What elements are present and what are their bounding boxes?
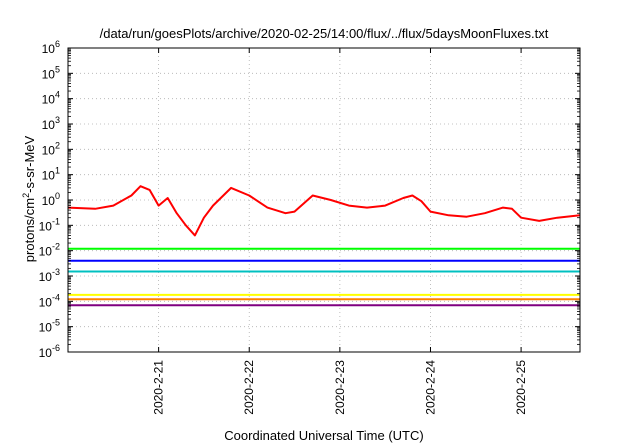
y-tick-label-base: 10: [39, 270, 53, 284]
x-tick-label: 2020-2-25: [514, 360, 528, 415]
y-tick-label-exp: -6: [52, 343, 60, 353]
y-tick-label: 10-5: [39, 318, 60, 335]
y-tick-label-base: 10: [42, 194, 56, 208]
y-tick-label: 104: [42, 90, 60, 107]
y-tick-label: 10-4: [39, 292, 60, 309]
y-tick-label: 101: [42, 166, 60, 183]
y-tick-label-base: 10: [42, 118, 56, 132]
y-tick-label: 10-1: [39, 216, 60, 233]
y-tick-label: 106: [42, 39, 60, 56]
y-axis-label: protons/cm2-s-sr-MeV: [21, 135, 37, 262]
y-tick-label: 10-6: [39, 343, 60, 360]
y-tick-label-exp: -4: [52, 292, 60, 302]
y-tick-label-base: 10: [42, 42, 56, 56]
x-tick-label: 2020-2-21: [152, 360, 166, 415]
y-tick-label-exp: 2: [55, 140, 60, 150]
y-tick-label-base: 10: [42, 143, 56, 157]
y-tick-label-base: 10: [39, 321, 53, 335]
x-axis: 2020-2-21 2020-2-22 2020-2-23 2020-2-24 2020…: [152, 48, 528, 415]
series-line-1: [67, 185, 581, 237]
chart-title: /data/run/goesPlots/archive/2020-02-25/1…: [100, 26, 549, 41]
y-axis-label-rest: -s-sr-MeV: [22, 135, 37, 192]
y-tick-label: 10-3: [39, 267, 60, 284]
y-tick-label: 10-2: [39, 242, 60, 259]
y-tick-label-exp: -3: [52, 267, 60, 277]
y-tick-label-base: 10: [39, 219, 53, 233]
x-tick-label: 2020-2-24: [423, 360, 437, 415]
y-tick-label-exp: 5: [55, 64, 60, 74]
y-tick-label: 105: [42, 64, 60, 81]
y-tick-label-base: 10: [39, 295, 53, 309]
y-tick-label-exp: 0: [55, 191, 60, 201]
y-tick-label-base: 10: [42, 93, 56, 107]
y-axis: 10-610-510-410-310-210-11001011021031041…: [39, 39, 580, 360]
y-tick-label-base: 10: [42, 67, 56, 81]
x-axis-label: Coordinated Universal Time (UTC): [224, 428, 423, 443]
y-tick-label: 102: [42, 140, 60, 157]
y-tick-label-base: 10: [39, 346, 53, 360]
y-tick-label: 103: [42, 115, 60, 132]
y-tick-label-exp: 1: [55, 166, 60, 176]
x-tick-label: 2020-2-23: [333, 360, 347, 415]
x-tick-label: 2020-2-22: [242, 360, 256, 415]
grid: [68, 48, 580, 352]
y-axis-label-sup: 2: [21, 193, 31, 198]
y-tick-label-exp: -1: [52, 216, 60, 226]
y-tick-label-exp: -5: [52, 318, 60, 328]
y-tick-label-exp: 6: [55, 39, 60, 49]
y-tick-label-exp: 3: [55, 115, 60, 125]
y-axis-label-base: protons/cm: [22, 198, 37, 262]
y-tick-label-exp: -2: [52, 242, 60, 252]
y-tick-label-base: 10: [39, 245, 53, 259]
y-tick-label-base: 10: [42, 169, 56, 183]
y-tick-label: 100: [42, 191, 60, 208]
series-group: [67, 185, 581, 307]
y-tick-label-exp: 4: [55, 90, 60, 100]
